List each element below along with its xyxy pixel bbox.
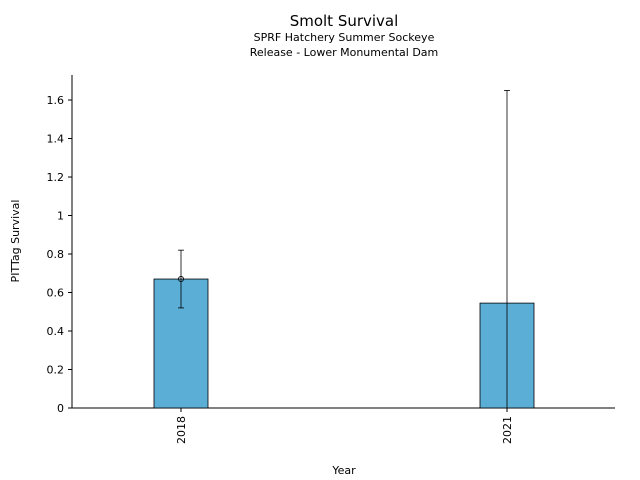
y-tick-label: 1 (57, 210, 64, 223)
y-tick-label: 0 (57, 402, 64, 415)
y-tick-label: 0.2 (47, 364, 65, 377)
x-tick-label: 2018 (175, 416, 188, 444)
y-tick-label: 0.6 (47, 287, 65, 300)
y-tick-label: 1.4 (47, 133, 65, 146)
axes: 0 0.2 0.4 0.6 0.8 1 1.2 1.4 1.6 2018 2021 (47, 75, 615, 444)
error-bars (177, 89, 510, 408)
chart-subtitle-line-1: SPRF Hatchery Summer Sockeye (253, 31, 435, 44)
y-tick-label: 0.4 (47, 325, 65, 338)
y-tick-label: 0.8 (47, 248, 65, 261)
y-tick-label: 1.6 (47, 94, 65, 107)
y-tick-label: 1.2 (47, 171, 65, 184)
x-tick-label: 2021 (501, 416, 514, 444)
bars (153, 278, 535, 409)
chart-subtitle-line-2: Release - Lower Monumental Dam (249, 46, 439, 59)
chart-title: Smolt Survival (289, 12, 399, 30)
point-marker (177, 276, 184, 283)
y-axis-label: PITTag Survival (9, 200, 22, 283)
x-axis-label: Year (331, 464, 356, 477)
